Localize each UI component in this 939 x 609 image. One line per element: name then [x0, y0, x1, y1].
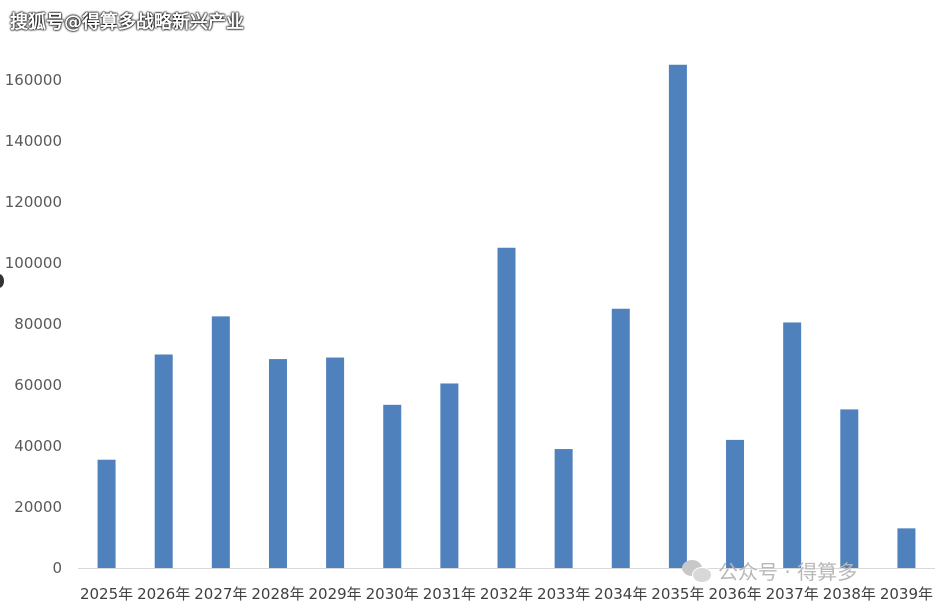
x-tick-label: 2026年	[137, 585, 190, 603]
bar-2038年	[840, 409, 859, 568]
x-tick-label: 2031年	[423, 585, 476, 603]
bar-2025年	[97, 459, 116, 568]
x-tick-label: 2033年	[537, 585, 590, 603]
bar-2036年	[726, 439, 745, 568]
wechat-watermark-text: 公众号 · 得算多	[718, 560, 858, 584]
bar-2027年	[211, 316, 230, 568]
bar-2032年	[497, 247, 516, 568]
x-axis-ticks: 2025年 2026年 2027年 2028年 2029年 2030年 2031年 2032年…	[80, 585, 933, 603]
y-tick-label: 20000	[14, 498, 62, 516]
y-tick-label: 120000	[5, 193, 62, 211]
y-tick-label: 140000	[5, 132, 62, 150]
bar-2029年	[326, 357, 345, 568]
bar-2033年	[554, 449, 573, 568]
x-tick-label: 2035年	[651, 585, 704, 603]
x-tick-label: 2036年	[708, 585, 761, 603]
x-tick-label: 2030年	[366, 585, 419, 603]
bar-2034年	[611, 308, 630, 568]
y-tick-label: 0	[52, 559, 62, 577]
x-tick-label: 2025年	[80, 585, 133, 603]
bar-2031年	[440, 383, 459, 568]
x-tick-label: 2028年	[251, 585, 304, 603]
x-tick-label: 2039年	[880, 585, 933, 603]
y-tick-label: 60000	[14, 376, 62, 394]
x-tick-label: 2032年	[480, 585, 533, 603]
x-tick-label: 2034年	[594, 585, 647, 603]
y-tick-label: 160000	[5, 71, 62, 89]
sohu-watermark: 搜狐号@得算多战略新兴产业	[10, 12, 244, 33]
edge-mark	[0, 274, 4, 288]
y-axis-ticks: 0 20000 40000 60000 80000 100000 120000 140000 1…	[5, 71, 62, 577]
x-tick-label: 2029年	[309, 585, 362, 603]
bar-2039年	[897, 528, 916, 568]
bar-2028年	[268, 359, 287, 568]
bar-2030年	[383, 404, 402, 568]
x-tick-label: 2027年	[194, 585, 247, 603]
bar-2026年	[154, 354, 173, 568]
y-tick-label: 40000	[14, 437, 62, 455]
y-tick-label: 80000	[14, 315, 62, 333]
bars	[97, 64, 916, 568]
bar-2035年	[668, 64, 687, 568]
wechat-watermark: 公众号 · 得算多	[682, 556, 857, 585]
wechat-icon	[682, 558, 712, 584]
y-tick-label: 100000	[5, 254, 62, 272]
x-tick-label: 2038年	[823, 585, 876, 603]
x-tick-label: 2037年	[766, 585, 819, 603]
bar-2037年	[783, 322, 802, 568]
